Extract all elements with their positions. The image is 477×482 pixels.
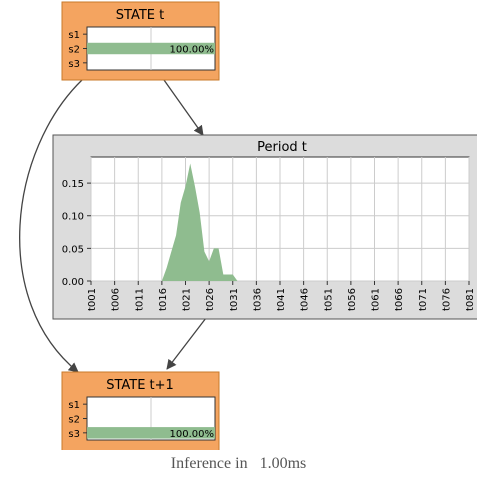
state-t1-row-label-s3: s3 [68, 429, 80, 440]
state-t1-value-s3: 100.00% [170, 429, 215, 440]
x-tick-label-t001: t001 [87, 288, 98, 311]
x-tick-label-t031: t031 [229, 288, 240, 311]
period-t-node[interactable]: Period t 0.000.050.100.15 t001 t006 t011 t0… [52, 134, 477, 320]
state-t1-bar-s3 [87, 427, 215, 439]
state-t1-node[interactable]: STATE t+1 s1 s2 s3 100.00% [61, 371, 220, 450]
state-t-row-label-s2: s2 [68, 45, 80, 56]
x-tick-label-t066: t066 [394, 288, 405, 311]
x-axis: t001 t006 t011 t016 t021 t026 t031 t036 t041 t046… [87, 281, 476, 311]
y-tick-label-0.00: 0.00 [62, 277, 84, 288]
inference-time: 1.00ms [259, 455, 307, 472]
x-tick-label-t021: t021 [182, 288, 193, 311]
x-tick-label-t071: t071 [418, 288, 429, 311]
y-tick-label-0.15: 0.15 [62, 179, 84, 190]
state-t-title: STATE t [116, 8, 164, 23]
x-tick-label-t016: t016 [158, 288, 169, 311]
x-tick-label-t026: t026 [205, 288, 216, 311]
y-tick-label-0.05: 0.05 [62, 244, 84, 255]
x-tick-label-t051: t051 [323, 288, 334, 311]
edge-state-t-to-period [163, 79, 204, 136]
distribution-area [91, 163, 469, 281]
x-tick-label-t036: t036 [252, 288, 263, 311]
x-tick-label-t061: t061 [371, 288, 382, 311]
state-t1-row-label-s1: s1 [68, 400, 80, 411]
period-t-title: Period t [257, 140, 307, 155]
edges [19, 79, 207, 373]
state-t1-row-label-s2: s2 [68, 415, 80, 426]
x-tick-label-t006: t006 [111, 288, 122, 311]
state-t-bar-s2 [87, 42, 215, 55]
y-axis: 0.00 0.05 0.10 0.15 [62, 179, 91, 288]
state-t-value-s2: 100.00% [170, 45, 215, 56]
x-tick-label-t076: t076 [441, 288, 452, 311]
state-t-row-label-s3: s3 [68, 59, 80, 70]
x-tick-label-t046: t046 [300, 288, 311, 311]
edge-state-t-to-state-t1 [19, 79, 83, 373]
state-t-node[interactable]: STATE t s1 s2 100.00% s3 [61, 1, 220, 81]
edge-period-to-state-t1 [166, 317, 207, 370]
x-tick-label-t056: t056 [347, 288, 358, 311]
x-tick-label-t041: t041 [276, 288, 287, 311]
x-tick-label-t011: t011 [134, 288, 145, 311]
inference-label: Inference in [170, 455, 248, 472]
state-t1-title: STATE t+1 [106, 378, 174, 393]
y-tick-label-0.10: 0.10 [62, 212, 84, 223]
x-tick-label-t081: t081 [465, 288, 476, 311]
inference-time-footer: Inference in 1.00ms [0, 455, 477, 473]
state-t-row-label-s1: s1 [68, 30, 80, 41]
